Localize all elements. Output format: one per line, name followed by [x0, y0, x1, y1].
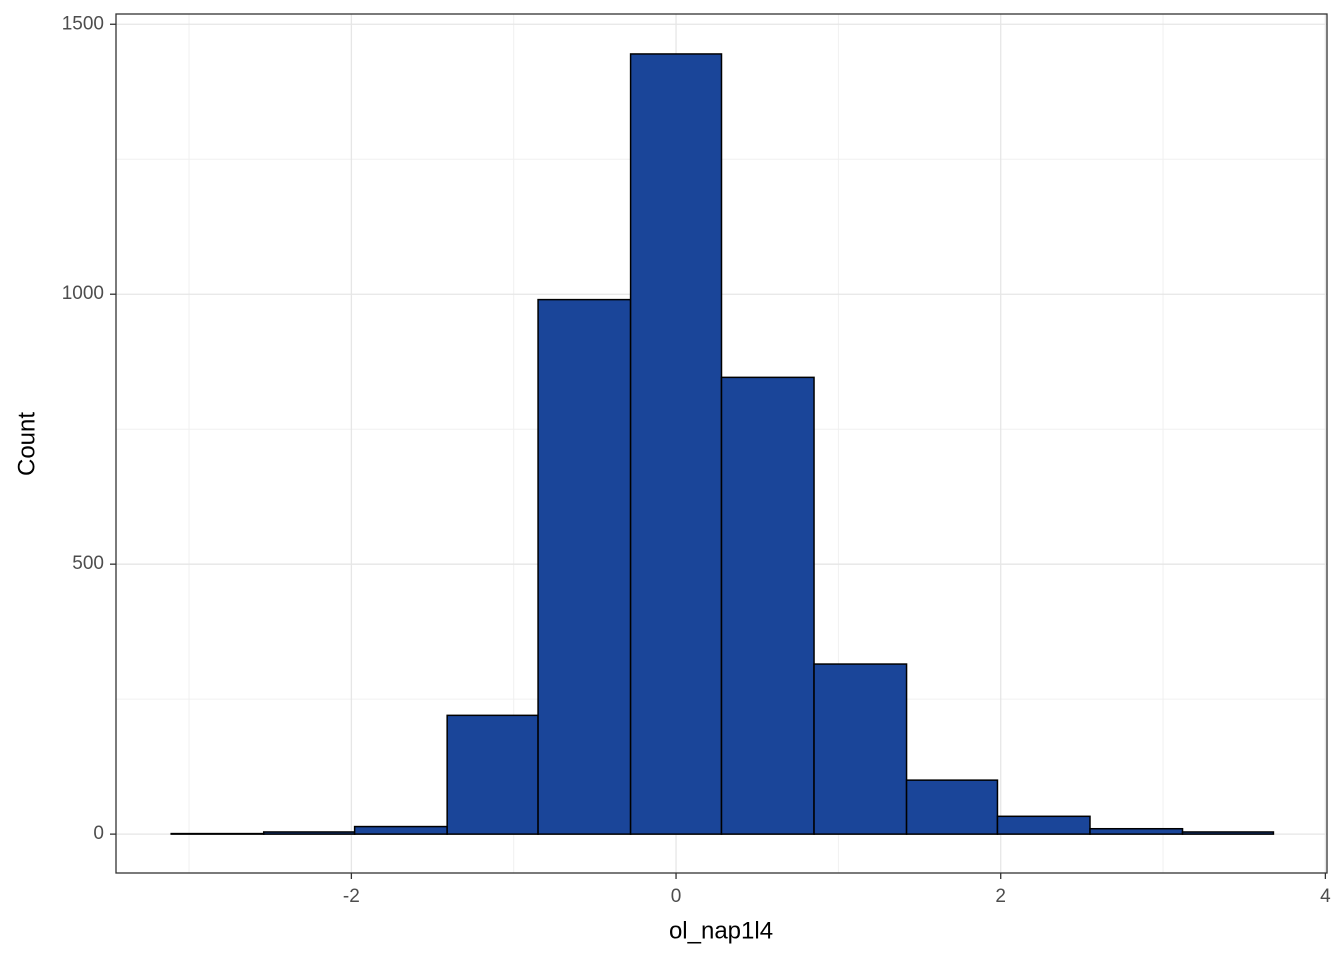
x-tick-label: 0: [671, 886, 682, 907]
x-axis-title: ol_nap1l4: [669, 917, 773, 944]
bar: [353, 825, 448, 835]
bar: [1181, 831, 1275, 835]
y-axis-title: Count: [13, 412, 40, 476]
y-tick-label: 1500: [62, 13, 104, 34]
bar: [537, 298, 632, 835]
y-tick-label: 0: [93, 823, 104, 844]
bar: [720, 376, 815, 835]
bar: [262, 831, 356, 835]
bar: [905, 779, 999, 835]
bar: [813, 663, 908, 835]
x-tick-label: 4: [1320, 886, 1331, 907]
x-tick-label: -2: [343, 886, 360, 907]
bar: [629, 53, 723, 835]
bar: [446, 714, 539, 835]
y-tick-label: 1000: [62, 283, 104, 304]
panel-border: [115, 13, 1328, 874]
bar: [170, 832, 265, 835]
y-tick-label: 500: [72, 553, 104, 574]
bar: [1089, 827, 1184, 835]
x-tick-label: 2: [995, 886, 1006, 907]
bar: [996, 815, 1091, 835]
